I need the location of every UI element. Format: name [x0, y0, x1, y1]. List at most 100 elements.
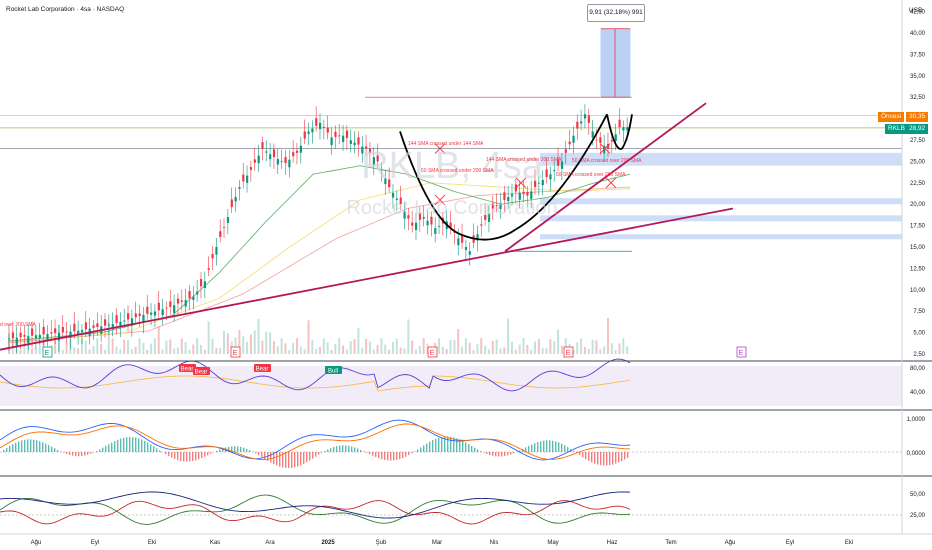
macd-histogram-bar [498, 452, 500, 457]
signal-badge [179, 364, 196, 372]
volume-bar [357, 328, 360, 354]
currency-label[interactable]: USD [909, 7, 923, 14]
time-tick-label: Ağu [31, 540, 42, 546]
macd-histogram-bar [369, 452, 371, 455]
candle-body [73, 323, 76, 332]
candle-body [292, 152, 295, 157]
volume-bar [376, 344, 379, 354]
candle-body [69, 331, 72, 338]
candle-body [111, 324, 114, 330]
candle-body [153, 311, 157, 316]
candle-body [92, 325, 95, 328]
candle-body [326, 127, 329, 133]
volume-bar [468, 342, 471, 354]
support-zone [540, 198, 902, 205]
macd-histogram-bar [510, 452, 512, 455]
volume-bar [31, 348, 34, 354]
volume-bar [472, 349, 475, 354]
candle-body [495, 205, 498, 206]
macd-histogram-bar [624, 452, 626, 460]
candle-body [238, 187, 241, 189]
volume-bar [345, 349, 348, 354]
macd-histogram-bar [378, 452, 380, 459]
candle-body [622, 127, 625, 131]
candle-body [484, 215, 487, 220]
cross-marker [599, 143, 611, 154]
volume-bar [280, 338, 283, 354]
price-tick-label: 22,50 [910, 181, 926, 187]
macd-histogram-bar [174, 452, 176, 460]
candle-body [487, 214, 491, 222]
macd-histogram-bar [123, 437, 125, 452]
macd-histogram-bar [573, 450, 575, 452]
macd-histogram-bar [552, 440, 554, 452]
macd-histogram-bar [321, 452, 323, 453]
earnings-marker [427, 346, 438, 358]
volume-bar [257, 319, 260, 354]
candle-body [457, 238, 460, 246]
macd-histogram-bar [471, 445, 473, 452]
macd-histogram-bar [546, 440, 548, 452]
candle-body [249, 167, 253, 170]
macd-histogram-bar [345, 445, 347, 452]
candle-body [349, 140, 352, 144]
volume-bar [73, 347, 76, 354]
macd-histogram-bar [372, 452, 374, 456]
candle-body [11, 332, 15, 339]
candle-body [211, 253, 214, 259]
candle-body [507, 197, 510, 202]
candle-body [518, 192, 521, 200]
candle-body [499, 202, 502, 209]
candle-body [61, 326, 64, 333]
macd-histogram-bar [525, 447, 527, 452]
volume-bar [541, 347, 544, 354]
macd-histogram-bar [51, 446, 53, 452]
earnings-marker-label: E [566, 350, 571, 357]
candle-body [226, 217, 230, 223]
dmi-minus-line [0, 500, 631, 525]
time-tick-label: Eki [845, 540, 853, 546]
candle-body [626, 127, 629, 131]
macd-histogram-bar [120, 438, 122, 452]
volume-bar [499, 348, 502, 354]
macd-histogram-bar [168, 452, 170, 457]
macd-histogram-bar [24, 439, 26, 452]
candle-body [564, 149, 567, 153]
candle-body [572, 135, 575, 143]
candle-body [426, 220, 429, 226]
volume-bar [322, 338, 325, 354]
macd-histogram-bar [204, 452, 206, 457]
volume-bar [411, 340, 414, 354]
price-tick-label: 25,00 [910, 159, 926, 165]
macd-histogram-bar [609, 452, 611, 466]
candle-body [365, 146, 368, 149]
volume-bar [391, 341, 394, 354]
macd-histogram-bar [219, 449, 221, 452]
macd-histogram-bar [447, 436, 449, 452]
macd-histogram-bar [243, 447, 245, 452]
candle-body [192, 296, 195, 300]
volume-bar [84, 340, 87, 354]
candle-body [418, 213, 422, 220]
volume-bar [61, 349, 64, 354]
macd-histogram-bar [348, 445, 350, 452]
macd-histogram-bar [144, 440, 146, 452]
volume-bar [395, 338, 398, 354]
macd-histogram-bar [354, 447, 356, 452]
macd-histogram-bar [66, 452, 68, 454]
volume-bar [100, 343, 103, 354]
measure-tool-label[interactable]: 9,91 (32,18%) 991 [587, 4, 645, 22]
macd-histogram-bar [234, 446, 236, 452]
candle-body [203, 281, 207, 288]
candle-body [54, 328, 57, 334]
volume-bar [595, 340, 598, 354]
candle-body [361, 146, 364, 154]
candle-body [311, 128, 314, 133]
symbol-title[interactable]: Rocket Lab Corporation · 4sa · NASDAQ [6, 6, 125, 13]
candle-body [438, 225, 441, 227]
price-tick-label: 17,50 [910, 224, 926, 230]
macd-histogram-bar [30, 439, 32, 452]
macd-histogram-bar [588, 452, 590, 461]
signal-badge [254, 364, 271, 372]
rsi-line [0, 358, 631, 392]
